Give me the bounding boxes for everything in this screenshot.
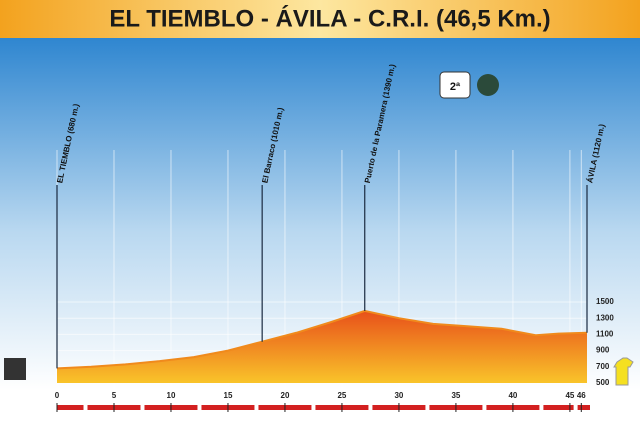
distance-gap	[197, 405, 202, 410]
x-tick-label: 25	[337, 391, 346, 400]
title-bar	[0, 0, 640, 38]
x-tick-label: 15	[224, 391, 233, 400]
start-icon	[4, 358, 26, 380]
x-tick-label: 30	[394, 391, 403, 400]
x-tick-label: 40	[508, 391, 517, 400]
checkpoint-icon	[477, 74, 499, 96]
x-tick-label: 46	[577, 391, 586, 400]
area-fill	[57, 310, 587, 383]
profile-line	[56, 309, 588, 370]
climb-category: 2ª	[450, 81, 461, 93]
x-tick-label: 20	[281, 391, 290, 400]
y-tick-label: 500	[596, 378, 610, 387]
distance-gap	[573, 405, 578, 410]
jersey-icon	[613, 357, 634, 386]
distance-gap	[482, 405, 487, 410]
distance-gap	[539, 405, 544, 410]
distance-bar	[57, 405, 590, 410]
x-tick-label: 5	[112, 391, 117, 400]
x-tick-label: 35	[451, 391, 460, 400]
climb-icon: 2ª	[439, 71, 471, 99]
y-tick-label: 700	[596, 362, 610, 371]
distance-gap	[254, 405, 259, 410]
distance-gap	[425, 405, 430, 410]
chart-title: EL TIEMBLO - ÁVILA - C.R.I. (46,5 Km.)	[109, 4, 550, 32]
y-tick-label: 1100	[596, 330, 614, 339]
y-tick-label: 1500	[596, 297, 614, 306]
distance-gap	[140, 405, 145, 410]
y-tick-label: 900	[596, 346, 610, 355]
x-tick-label: 45	[565, 391, 574, 400]
distance-gap	[311, 405, 316, 410]
x-tick-label: 10	[167, 391, 176, 400]
x-tick-label: 0	[55, 391, 60, 400]
y-tick-label: 1300	[596, 313, 614, 322]
distance-gap	[83, 405, 88, 410]
distance-gap	[368, 405, 373, 410]
